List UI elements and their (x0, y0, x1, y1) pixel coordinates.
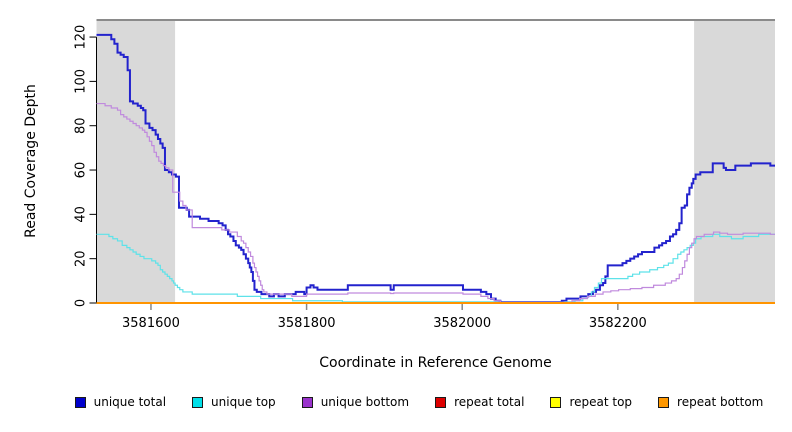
y-tick-label: 100 (74, 69, 89, 94)
y-tick-label: 20 (74, 250, 89, 267)
y-tick-label: 60 (74, 162, 89, 179)
legend-item-unique-total: unique total (74, 395, 167, 409)
legend-swatch (550, 396, 562, 408)
legend-swatch (658, 396, 670, 408)
y-tick-label: 40 (74, 206, 89, 223)
coverage-plot: 0 20 40 60 80 100 120 3581600 3581800 3582000 3582… (74, 19, 775, 331)
legend-label: repeat total (454, 395, 525, 409)
x-tick-label: 3582000 (433, 316, 491, 331)
series-unique-top-line (96, 233, 775, 303)
y-tick-label: 0 (74, 299, 89, 307)
legend-item-repeat-top: repeat top (550, 395, 632, 409)
series-unique-bottom-line (96, 102, 775, 303)
legend: unique total unique top unique bottom repea… (0, 395, 792, 409)
legend-item-unique-top: unique top (192, 395, 276, 409)
legend-label: unique top (211, 395, 276, 409)
x-tick-label: 3581600 (122, 316, 180, 331)
legend-item-repeat-total: repeat total (435, 395, 524, 409)
shaded-region-right (694, 20, 775, 303)
legend-swatch (301, 396, 313, 408)
x-tick-label: 3581800 (278, 316, 336, 331)
legend-swatch (192, 396, 204, 408)
y-axis-title: Read Coverage Depth (23, 84, 39, 238)
legend-label: repeat top (569, 395, 633, 409)
legend-swatch (435, 396, 447, 408)
x-tick-label: 3582200 (589, 316, 647, 331)
legend-swatch (74, 396, 86, 408)
legend-item-unique-bottom: unique bottom (301, 395, 410, 409)
legend-item-repeat-bottom: repeat bottom (658, 395, 763, 409)
legend-label: unique bottom (320, 395, 410, 409)
y-tick-label: 120 (74, 25, 89, 50)
legend-label: repeat bottom (677, 395, 764, 409)
y-tick-label: 80 (74, 117, 89, 134)
x-axis-title: Coordinate in Reference Genome (319, 355, 552, 371)
series-unique-total-line (96, 33, 775, 304)
shaded-region-left (96, 20, 176, 303)
legend-label: unique total (93, 395, 167, 409)
